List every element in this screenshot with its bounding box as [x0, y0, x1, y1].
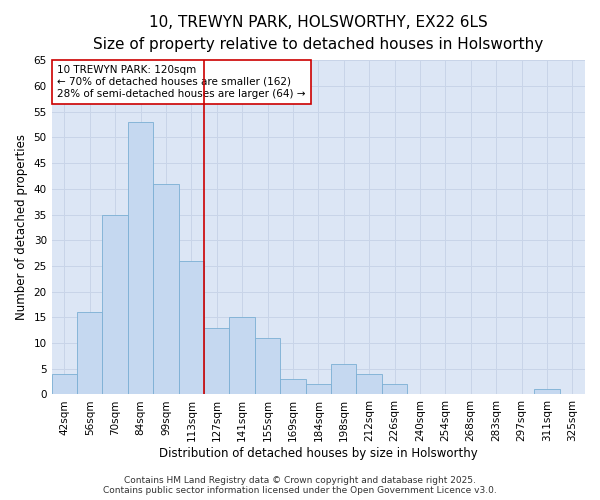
Y-axis label: Number of detached properties: Number of detached properties [15, 134, 28, 320]
Bar [280, 379, 305, 394]
Bar [204, 328, 229, 394]
Bar [534, 390, 560, 394]
Bar [103, 214, 128, 394]
Bar [382, 384, 407, 394]
Bar [179, 261, 204, 394]
Text: 10 TREWYN PARK: 120sqm
← 70% of detached houses are smaller (162)
28% of semi-de: 10 TREWYN PARK: 120sqm ← 70% of detached… [57, 66, 305, 98]
Bar [305, 384, 331, 394]
Title: 10, TREWYN PARK, HOLSWORTHY, EX22 6LS
Size of property relative to detached hous: 10, TREWYN PARK, HOLSWORTHY, EX22 6LS Si… [93, 15, 544, 52]
Bar [331, 364, 356, 394]
Bar [356, 374, 382, 394]
Bar [153, 184, 179, 394]
Bar [255, 338, 280, 394]
X-axis label: Distribution of detached houses by size in Holsworthy: Distribution of detached houses by size … [159, 447, 478, 460]
Bar [77, 312, 103, 394]
Text: Contains HM Land Registry data © Crown copyright and database right 2025.
Contai: Contains HM Land Registry data © Crown c… [103, 476, 497, 495]
Bar [52, 374, 77, 394]
Bar [229, 318, 255, 394]
Bar [128, 122, 153, 394]
